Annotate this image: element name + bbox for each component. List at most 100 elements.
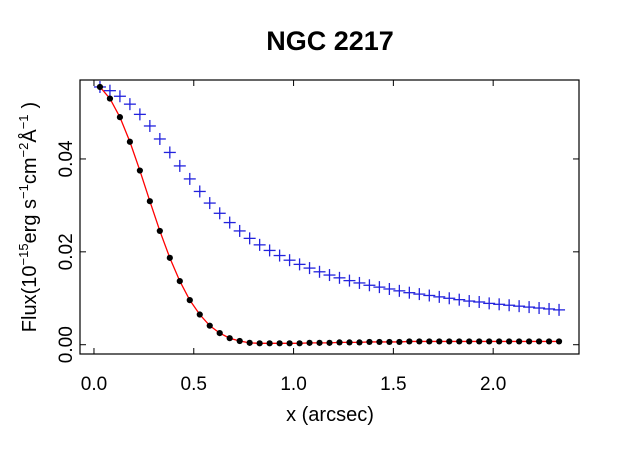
data-point bbox=[496, 338, 503, 345]
plus-marker bbox=[243, 232, 256, 245]
data-point bbox=[545, 338, 553, 345]
plus-marker bbox=[253, 238, 266, 251]
x-tick-label: 0.5 bbox=[181, 374, 207, 395]
plus-marker bbox=[533, 302, 546, 315]
data-point bbox=[126, 138, 133, 145]
plus-marker bbox=[513, 300, 526, 313]
plus-marker bbox=[153, 132, 166, 145]
data-point bbox=[346, 339, 353, 346]
data-point bbox=[436, 338, 443, 345]
data-point bbox=[196, 311, 203, 318]
plus-marker bbox=[453, 293, 466, 306]
y-axis: 0.00 0.02 0.04 bbox=[56, 140, 579, 363]
plus-marker bbox=[223, 216, 236, 229]
data-point bbox=[555, 338, 563, 345]
y-tick-label: 0.04 bbox=[56, 140, 77, 177]
plus-marker bbox=[303, 262, 316, 275]
ylabel-suffix: ) bbox=[19, 102, 41, 109]
data-point bbox=[156, 227, 163, 235]
x-axis-label: x (arcsec) bbox=[286, 404, 374, 426]
ylabel-unit: Å bbox=[18, 129, 41, 143]
plus-marker bbox=[263, 244, 276, 257]
data-point bbox=[96, 83, 104, 91]
data-point bbox=[106, 95, 114, 102]
plus-marker bbox=[203, 197, 216, 210]
x-tick-label: 1.5 bbox=[380, 374, 406, 395]
data-point bbox=[366, 338, 373, 346]
data-point bbox=[306, 339, 313, 346]
plus-marker bbox=[473, 295, 486, 308]
plus-marker bbox=[213, 207, 226, 220]
ylabel-part2: erg s bbox=[19, 199, 41, 243]
fit-curve-line bbox=[99, 86, 560, 344]
data-point bbox=[176, 277, 183, 285]
x-tick-label: 1.0 bbox=[280, 374, 306, 395]
plus-marker bbox=[383, 282, 396, 295]
plus-marker bbox=[423, 289, 436, 302]
plus-marker bbox=[183, 172, 196, 185]
plus-marker bbox=[323, 269, 336, 282]
plus-marker bbox=[463, 295, 476, 308]
ylabel-exp2: −1 bbox=[16, 184, 31, 199]
y-axis-label: Flux(10−15erg s−1cm−2Å−1) bbox=[16, 102, 41, 332]
plot-frame bbox=[79, 79, 580, 355]
data-point bbox=[286, 340, 293, 347]
plus-marker bbox=[433, 290, 446, 303]
plus-marker bbox=[103, 84, 116, 97]
chart-title: NGC 2217 bbox=[266, 26, 394, 56]
data-point bbox=[276, 340, 283, 347]
plus-marker bbox=[313, 265, 326, 278]
plot-series bbox=[93, 80, 566, 347]
plus-marker bbox=[393, 284, 406, 297]
data-point bbox=[266, 340, 273, 347]
data-point bbox=[316, 339, 323, 346]
plus-marker bbox=[233, 224, 246, 237]
plus-marker bbox=[163, 146, 176, 159]
x-tick-label: 2.0 bbox=[480, 374, 506, 395]
plus-marker bbox=[273, 249, 286, 262]
plus-marker bbox=[523, 301, 536, 314]
plus-marker bbox=[543, 302, 556, 315]
plus-marker bbox=[133, 108, 146, 121]
data-point bbox=[486, 338, 493, 345]
plus-marker bbox=[173, 159, 186, 172]
y-tick-label: 0.00 bbox=[56, 326, 77, 363]
data-point bbox=[446, 338, 453, 345]
plus-marker bbox=[483, 297, 496, 310]
data-point bbox=[296, 340, 303, 347]
data-point bbox=[216, 330, 223, 337]
data-point bbox=[256, 340, 263, 347]
plus-marker bbox=[493, 298, 506, 311]
data-point bbox=[206, 322, 213, 329]
data-point bbox=[406, 338, 413, 345]
data-point bbox=[136, 167, 143, 174]
data-point bbox=[336, 339, 343, 346]
data-point bbox=[396, 338, 403, 346]
ylabel-exp1: −15 bbox=[16, 243, 31, 265]
plus-marker bbox=[553, 303, 566, 316]
data-point bbox=[506, 338, 513, 345]
y-tick-label: 0.02 bbox=[56, 233, 77, 270]
data-point bbox=[535, 338, 543, 345]
plus-marker bbox=[283, 254, 296, 267]
data-point bbox=[466, 338, 473, 345]
data-point bbox=[376, 338, 383, 346]
data-point bbox=[526, 338, 533, 345]
ylabel-prefix: Flux(10 bbox=[19, 266, 41, 333]
plus-marker bbox=[413, 288, 426, 301]
data-point bbox=[386, 338, 393, 346]
ylabel-exp3: −2 bbox=[16, 143, 31, 158]
plus-marker bbox=[353, 276, 366, 289]
data-point bbox=[236, 337, 243, 345]
x-axis: 0.0 0.5 1.0 1.5 2.0 bbox=[81, 80, 506, 395]
plus-marker bbox=[123, 98, 136, 111]
data-point bbox=[226, 335, 233, 342]
data-point bbox=[426, 338, 433, 345]
plus-marker bbox=[373, 281, 386, 294]
data-point bbox=[326, 339, 333, 346]
plus-marker bbox=[343, 274, 356, 287]
data-point bbox=[476, 338, 483, 345]
data-point bbox=[116, 114, 124, 121]
plus-marker bbox=[193, 185, 206, 198]
